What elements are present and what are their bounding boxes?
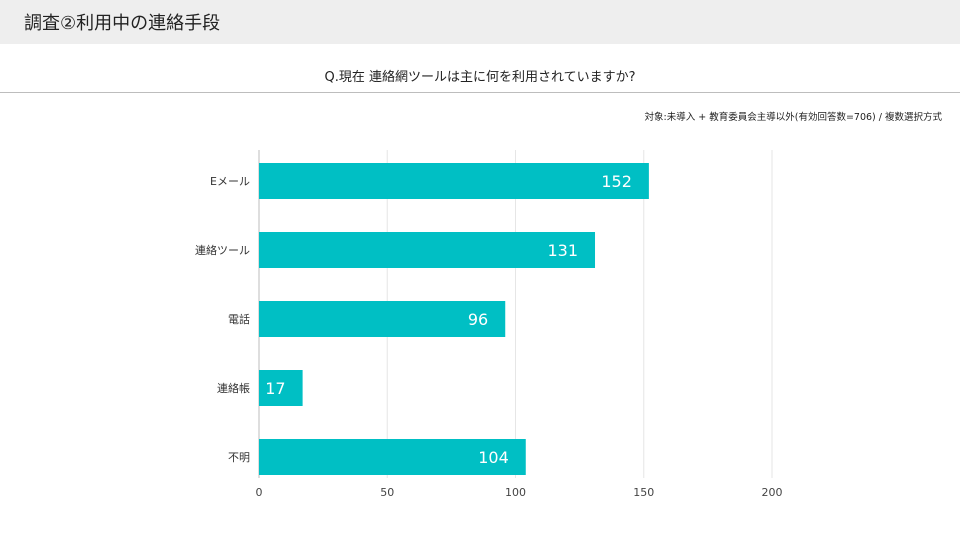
bar: [259, 163, 649, 199]
data-label: 96: [468, 310, 488, 329]
slide-title: 調査②利用中の連絡手段: [24, 13, 221, 34]
survey-note: 対象:未導入 + 教育委員会主導以外(有効回答数=706) / 複数選択方式: [644, 112, 942, 123]
data-label: 104: [478, 448, 509, 467]
data-label: 17: [265, 379, 285, 398]
category-label: 不明: [228, 451, 250, 464]
bar: [259, 301, 506, 337]
category-label: Eメール: [210, 175, 250, 188]
x-tick-label: 200: [762, 486, 783, 499]
category-label: 連絡ツール: [195, 243, 250, 257]
data-label: 152: [601, 172, 632, 191]
data-label: 131: [547, 241, 578, 260]
labels: 0 50 100 150 200 Eメール 152 連絡ツール 131 電話 96 連絡帳 17 不明 10…: [195, 172, 783, 499]
survey-question: Q.現在 連絡網ツールは主に何を利用されていますか?: [324, 70, 636, 85]
bars: [259, 163, 649, 475]
divider: [0, 92, 960, 93]
bar: [259, 232, 596, 268]
x-tick-label: 100: [505, 486, 526, 499]
x-tick-label: 50: [380, 486, 394, 499]
bar: [259, 439, 526, 475]
bar: [259, 370, 303, 406]
x-tick-label: 0: [256, 486, 263, 499]
category-label: 連絡帳: [217, 381, 250, 395]
header-band: [0, 0, 960, 44]
category-label: 電話: [228, 312, 250, 326]
x-tick-label: 150: [633, 486, 654, 499]
